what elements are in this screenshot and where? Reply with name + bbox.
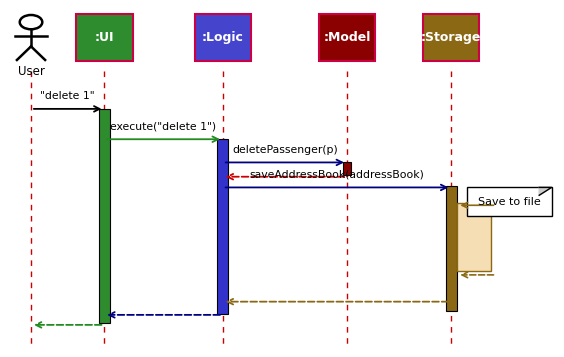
Bar: [342, 162, 351, 175]
Text: saveAddressBook(addressBook): saveAddressBook(addressBook): [249, 170, 425, 180]
Bar: [195, 14, 251, 61]
Text: :Logic: :Logic: [202, 31, 244, 44]
Bar: [457, 203, 491, 271]
Text: "delete 1": "delete 1": [41, 91, 95, 101]
Text: :UI: :UI: [95, 31, 114, 44]
Text: execute("delete 1"): execute("delete 1"): [111, 121, 217, 131]
Bar: [446, 186, 457, 311]
Polygon shape: [539, 187, 552, 195]
Bar: [99, 109, 110, 323]
Bar: [467, 187, 552, 216]
Text: Save to file: Save to file: [478, 197, 541, 207]
Text: User: User: [17, 65, 45, 78]
Text: :Model: :Model: [323, 31, 371, 44]
Bar: [423, 14, 479, 61]
Bar: [76, 14, 133, 61]
Text: deletePassenger(p): deletePassenger(p): [232, 145, 338, 155]
Bar: [217, 139, 228, 314]
Text: :Storage: :Storage: [421, 31, 482, 44]
Bar: [319, 14, 375, 61]
